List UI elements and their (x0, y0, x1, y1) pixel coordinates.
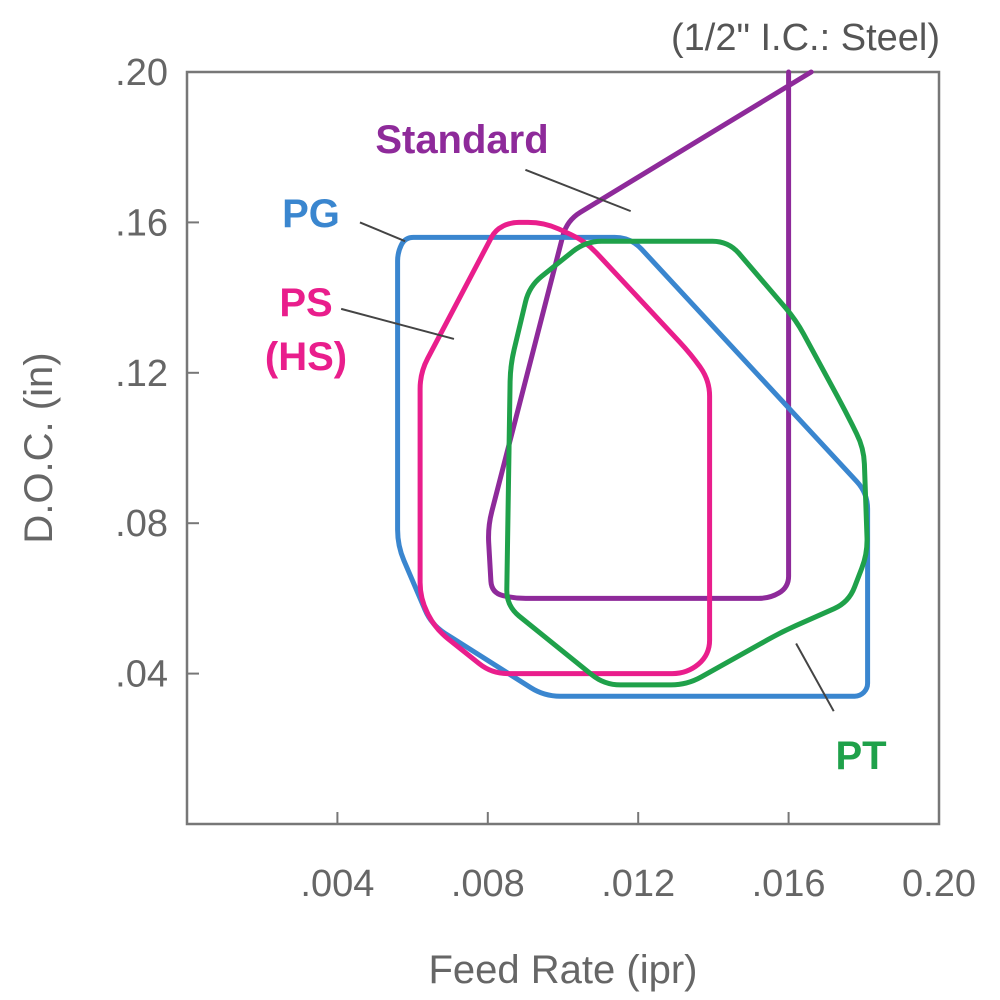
series-label-ps-hs-line1: PS (279, 281, 332, 325)
chart-leaders (340, 168, 835, 712)
y-tick-label: .20 (115, 52, 168, 94)
leader-pt (795, 643, 835, 712)
y-tick-label: .12 (115, 353, 168, 395)
leader-standard (525, 168, 632, 213)
leader-pg (359, 221, 406, 243)
series-label-standard: Standard (375, 118, 548, 162)
x-tick-label: .012 (601, 863, 675, 905)
chart-subtitle: (1/2" I.C.: Steel) (671, 17, 940, 59)
chart-series-labels: Standard PG PS (HS) PT (265, 118, 887, 778)
x-tick-label: .004 (300, 863, 374, 905)
chart-regions (395, 69, 871, 699)
y-axis-label: D.O.C. (in) (17, 352, 61, 543)
y-axis-ticks: .04 .08 .12 .16 .20 (115, 52, 199, 696)
x-tick-label: .016 (752, 863, 826, 905)
series-label-ps-hs-line2: (HS) (265, 335, 347, 379)
y-tick-label: .08 (115, 503, 168, 545)
y-tick-label: .16 (115, 202, 168, 244)
series-label-pt: PT (835, 734, 886, 778)
x-tick-label: .008 (451, 863, 525, 905)
leader-ps-hs (340, 307, 455, 340)
plot-frame (185, 70, 941, 826)
x-axis-label: Feed Rate (ipr) (429, 948, 698, 992)
region-pt (504, 238, 870, 688)
series-label-pg: PG (282, 192, 340, 236)
region-ps-hs (417, 219, 713, 677)
y-tick-label: .04 (115, 654, 168, 696)
x-tick-label: 0.20 (902, 863, 976, 905)
x-axis-ticks: .004 .008 .012 .016 0.20 (300, 812, 976, 905)
